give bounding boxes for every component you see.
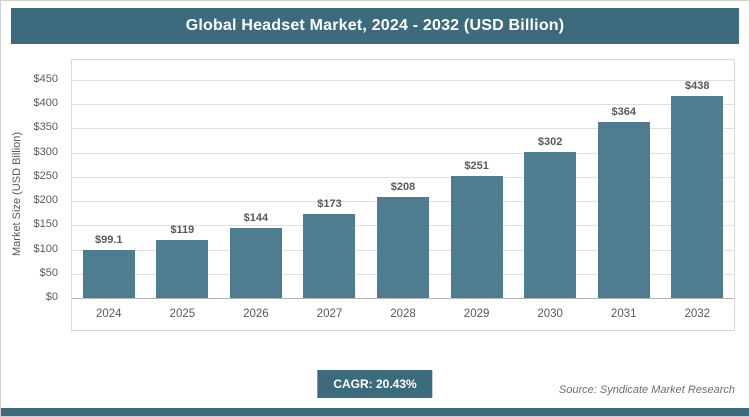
bar-slot: $302: [513, 80, 587, 298]
bar-slot: $364: [587, 80, 661, 298]
bar: [597, 121, 650, 298]
bar-value-label: $364: [611, 105, 636, 118]
gridline: [72, 176, 734, 178]
y-tick-label: $300: [33, 145, 58, 158]
bar: [82, 250, 135, 298]
bar-value-label: $251: [464, 160, 489, 173]
y-tick-label: $200: [33, 194, 58, 207]
x-axis-labels: 2024 2025 2026 2027 2028 2029 2030 2031 2032: [72, 298, 734, 330]
x-axis-label: 2026: [243, 308, 269, 320]
y-tick-label: $250: [33, 169, 58, 182]
y-tick-label: $150: [33, 218, 58, 231]
bar-series: $99.1 $119 $144 $173 $208 $251 $302 $364 $438: [72, 80, 734, 298]
bottom-accent-bar: [1, 408, 749, 416]
x-axis-label: 2031: [610, 308, 637, 320]
bar-slot: $251: [440, 80, 514, 298]
bar-slot: $438: [661, 80, 735, 298]
chart-title-bar: Global Headset Market, 2024 - 2032 (USD …: [11, 8, 739, 44]
gridline: [72, 152, 734, 154]
bar-slot: $119: [146, 80, 220, 298]
bar: [671, 96, 724, 298]
bar: [229, 228, 282, 298]
source-text: Source: Syndicate Market Research: [558, 384, 735, 396]
bar-slot: $173: [293, 80, 367, 298]
y-tick-label: $50: [39, 266, 58, 279]
y-tick-label: $450: [33, 73, 58, 85]
cagr-badge: CAGR: 20.43%: [317, 370, 433, 398]
x-axis-label: 2024: [95, 308, 122, 320]
x-axis-label: 2025: [169, 308, 196, 320]
bar: [303, 214, 356, 298]
bar-value-label: $144: [243, 212, 269, 225]
bar-value-label: $173: [317, 198, 342, 211]
bar-slot: $99.1: [72, 80, 146, 298]
bar-value-label: $99.1: [95, 234, 123, 246]
gridline: [72, 80, 734, 81]
y-tick-label: $350: [33, 121, 58, 134]
plot-area: $0 $50 $100 $150 $200 $250 $300 $350 $400 $450 $9…: [34, 59, 735, 331]
x-axis-label: 2028: [390, 308, 416, 320]
bar-value-label: $119: [170, 224, 195, 237]
x-axis-label: 2029: [463, 308, 490, 320]
x-axis-label: 2032: [684, 308, 711, 320]
y-axis-ticks: $0 $50 $100 $150 $200 $250 $300 $350 $400 $450: [18, 60, 64, 330]
bar-value-label: $302: [537, 135, 563, 148]
bar-slot: $144: [219, 80, 293, 298]
chart-title: Global Headset Market, 2024 - 2032 (USD …: [185, 17, 565, 34]
x-axis-label: 2027: [316, 308, 343, 320]
x-axis-line: [72, 298, 734, 299]
gridline: [72, 128, 734, 130]
y-tick-label: $0: [45, 291, 58, 303]
y-tick-label: $400: [33, 97, 58, 110]
bar: [524, 151, 577, 298]
gridline: [72, 104, 734, 106]
bar: [377, 197, 430, 298]
bar-value-label: $438: [685, 80, 710, 92]
bar: [156, 240, 209, 298]
bar-value-label: $208: [390, 181, 416, 194]
y-tick-label: $100: [33, 242, 58, 255]
bar: [450, 176, 503, 298]
bar-slot: $208: [366, 80, 440, 298]
x-axis-label: 2030: [537, 308, 563, 320]
